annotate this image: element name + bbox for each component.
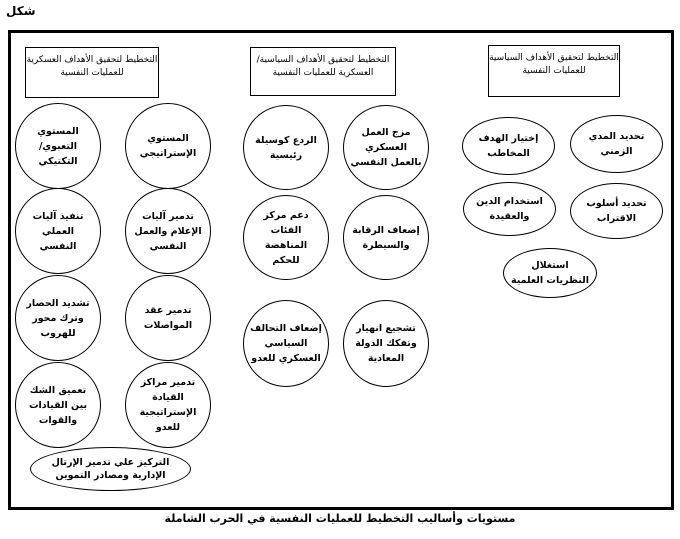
node-scientific-theories: استغلال النظريات العلمية: [503, 248, 597, 298]
node-time-range: تحديد المدي الزمني: [570, 115, 663, 173]
node-support-opposition: دعم مركز الفئات المناهضة للحكم: [243, 195, 329, 280]
node-approach-method: تحديد أسلوب الاقتراب: [570, 183, 663, 239]
header-political-military: التخطيط لتحقيق الأهداف السياسية/ العسكري…: [250, 47, 396, 96]
node-deepen-doubt: تعميق الشك بين القيادات والقوات: [15, 362, 101, 448]
figure-label: شكل: [6, 4, 36, 18]
node-weaken-alliance: إضعاف التحالف السياسي العسكري للعدو: [243, 300, 329, 387]
header-military: التخطيط لتحقيق الأهداف العسكرية للعمليات…: [25, 47, 159, 98]
header-political: التخطيط لتحقيق الأهداف السياسية للعمليات…: [488, 45, 620, 97]
node-mix-military-psych: مزج العمل العسكري بالعمل النفسي: [343, 105, 429, 190]
node-destroy-communications: تدمير عقد المواصلات: [125, 275, 211, 361]
node-deterrence: الردع كوسيلة رئيسية: [243, 105, 329, 190]
node-execute-mechanisms: تنفيذ آليات العملي النفسي: [15, 188, 101, 274]
diagram-frame: [8, 30, 674, 510]
node-tighten-siege: تشديد الحصار وترك محور للهروب: [15, 275, 101, 361]
node-religion: استخدام الدين والعقيدة: [463, 182, 556, 236]
node-weaken-control: إضعاف الرقابة والسيطرة: [343, 195, 429, 280]
node-destroy-command: تدمير مراكز القيادة الإستراتيجية للعدو: [125, 362, 211, 448]
node-tactical-level: المستوي التعبوي/ التكتيكي: [15, 103, 101, 189]
node-choose-target: إختيار الهدف المخاطب: [462, 117, 555, 175]
node-supply-lines: التركيز علي تدمير الإرتال الإدارية ومصاد…: [30, 447, 191, 491]
node-strategic-level: المستوي الإستراتيجي: [125, 103, 211, 189]
node-destroy-media: تدمير آليات الإعلام والعمل النفسي: [125, 188, 211, 274]
node-encourage-collapse: تشجيع انهيار وتفكك الدولة المعادية: [343, 300, 429, 387]
figure-caption: مستويات وأساليب التخطيط للعمليات النفسية…: [164, 512, 516, 525]
